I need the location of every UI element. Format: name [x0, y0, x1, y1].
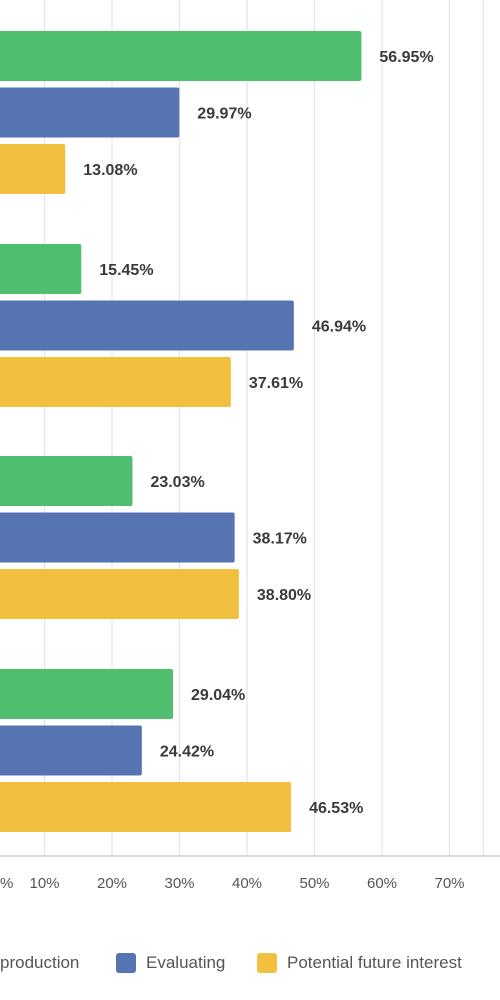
data-label: 38.80%	[257, 587, 311, 604]
grid-lines	[43, 0, 484, 856]
legend-label: Potential future interest	[287, 953, 462, 972]
legend-swatch-evaluating	[116, 953, 136, 973]
x-tick-label: 70%	[434, 875, 464, 892]
bar-production-0	[0, 31, 362, 81]
x-axis-ticks: % 10% 20% 30% 40% 50% 60% 70%	[0, 875, 465, 892]
data-label: 56.95%	[379, 49, 433, 66]
x-tick-label: %	[0, 875, 13, 892]
bar-evaluating-1	[0, 300, 294, 351]
data-label: 46.94%	[312, 319, 366, 336]
data-label: 29.04%	[191, 687, 245, 704]
data-labels: 56.95% 15.45% 23.03% 29.04% 29.97% 46.94% 38.1…	[83, 49, 433, 817]
bars	[0, 31, 362, 832]
bar-potential-future-interest-0	[0, 144, 66, 194]
bar-production-2	[0, 456, 133, 506]
bar-potential-future-interest-3	[0, 782, 292, 832]
data-label: 24.42%	[160, 744, 214, 761]
bar-evaluating-3	[0, 725, 142, 776]
x-tick-label: 60%	[367, 875, 397, 892]
legend: production Evaluating Potential future int…	[0, 953, 462, 973]
data-label: 15.45%	[99, 262, 153, 279]
data-label: 13.08%	[83, 162, 137, 179]
data-label: 38.17%	[253, 531, 307, 548]
legend-label: Evaluating	[146, 953, 225, 972]
x-tick-label: 30%	[164, 875, 194, 892]
data-label: 37.61%	[249, 375, 303, 392]
data-label: 23.03%	[150, 474, 204, 491]
bar-evaluating-2	[0, 512, 235, 563]
bar-potential-future-interest-2	[0, 569, 239, 619]
legend-swatch-potential-future-interest	[257, 953, 277, 973]
legend-label: production	[0, 953, 79, 972]
bar-production-3	[0, 669, 174, 719]
bar-production-1	[0, 244, 82, 294]
x-tick-label: 50%	[299, 875, 329, 892]
bar-potential-future-interest-1	[0, 357, 231, 407]
data-label: 46.53%	[309, 800, 363, 817]
data-label: 29.97%	[197, 106, 251, 123]
x-tick-label: 20%	[97, 875, 127, 892]
x-tick-label: 10%	[29, 875, 59, 892]
x-tick-label: 40%	[232, 875, 262, 892]
bar-evaluating-0	[0, 87, 180, 138]
